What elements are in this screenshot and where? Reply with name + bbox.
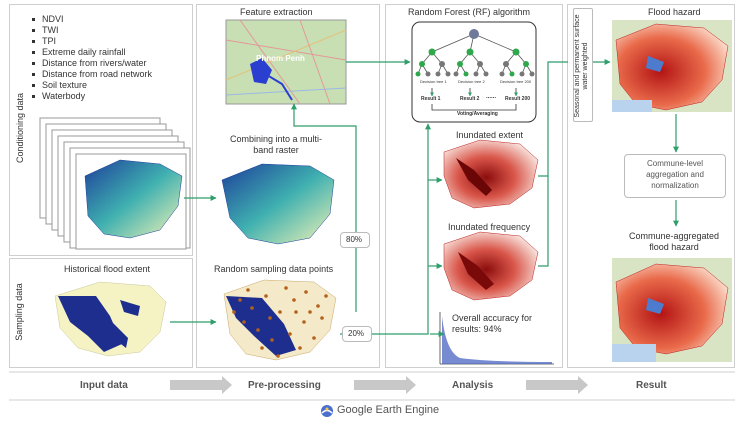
random-sampling-title: Random sampling data points xyxy=(214,264,334,274)
stage-pre-processing: Pre-processing xyxy=(248,380,321,391)
list-item: Soil texture xyxy=(30,80,152,91)
split-20-badge xyxy=(342,326,372,342)
list-item: Distance from rivers/water xyxy=(30,58,152,69)
voting-averaging: Voting/Averaging xyxy=(457,111,498,117)
commune-hazard-map xyxy=(612,258,732,362)
historical-flood-title: Historical flood extent xyxy=(64,264,151,274)
decision-tree-1: Decision tree 1 xyxy=(420,79,447,84)
overall-accuracy-text: Overall accuracy for results: 94% xyxy=(452,313,533,334)
split-80-badge xyxy=(340,232,370,248)
feature-extraction-map xyxy=(225,19,347,105)
list-item: Extreme daily rainfall xyxy=(30,47,152,58)
result-2: Result 2 xyxy=(460,96,480,102)
gee-icon xyxy=(321,405,333,417)
seasonal-weighted-label: Seasonal and permanent surface water wei… xyxy=(574,14,589,118)
stage-analysis: Analysis xyxy=(452,380,494,391)
combining-title: Combining into a multi-band raster xyxy=(229,134,323,155)
list-item: Distance from road network xyxy=(30,69,152,80)
stage-arrows xyxy=(170,376,588,394)
result-1: Result 1 xyxy=(421,96,441,102)
flood-hazard-title: Flood hazard xyxy=(648,7,701,17)
commune-hazard-title: Commune-aggregated flood hazard xyxy=(628,231,720,252)
map-city-label: Phnom Penh xyxy=(256,54,305,63)
historical-flood-map xyxy=(48,280,168,358)
list-item: NDVI xyxy=(30,14,152,25)
inundated-extent-map xyxy=(443,139,539,209)
raster-stack xyxy=(39,117,191,250)
list-item: Waterbody xyxy=(30,91,152,102)
feature-extraction-title: Feature extraction xyxy=(240,7,313,17)
sampling-points-map xyxy=(220,278,340,362)
split-80-text: 80% xyxy=(346,235,363,244)
rf-title: Random Forest (RF) algorithm xyxy=(408,7,531,17)
stage-result: Result xyxy=(636,380,667,391)
accuracy-curve xyxy=(439,312,554,365)
commune-aggregation-text: Commune-level aggregation and normalizat… xyxy=(646,159,704,190)
list-item: TPI xyxy=(30,36,152,47)
multiband-raster xyxy=(218,160,338,246)
result-200: Result 200 xyxy=(505,96,531,102)
conditioning-list: NDVI TWI TPI Extreme daily rainfall Dist… xyxy=(30,14,152,102)
inundated-frequency-map xyxy=(443,231,539,301)
inundated-extent-title: Inundated extent xyxy=(456,130,524,140)
commune-aggregation-box xyxy=(624,154,726,198)
decision-tree-2: Decision tree 2 xyxy=(458,79,485,84)
list-item: TWI xyxy=(30,25,152,36)
flood-hazard-map xyxy=(612,20,732,112)
rf-dots: ...... xyxy=(486,94,497,100)
gee-logo xyxy=(320,404,334,418)
rf-diagram xyxy=(411,21,537,123)
stage-input-data: Input data xyxy=(80,380,128,391)
gee-brand: Google Earth Engine xyxy=(337,404,440,416)
decision-tree-200: Decision tree 200 xyxy=(500,79,532,84)
inundated-frequency-title: Inundated frequency xyxy=(448,222,531,232)
seasonal-weighted-box xyxy=(573,8,593,122)
split-20-text: 20% xyxy=(348,329,365,338)
